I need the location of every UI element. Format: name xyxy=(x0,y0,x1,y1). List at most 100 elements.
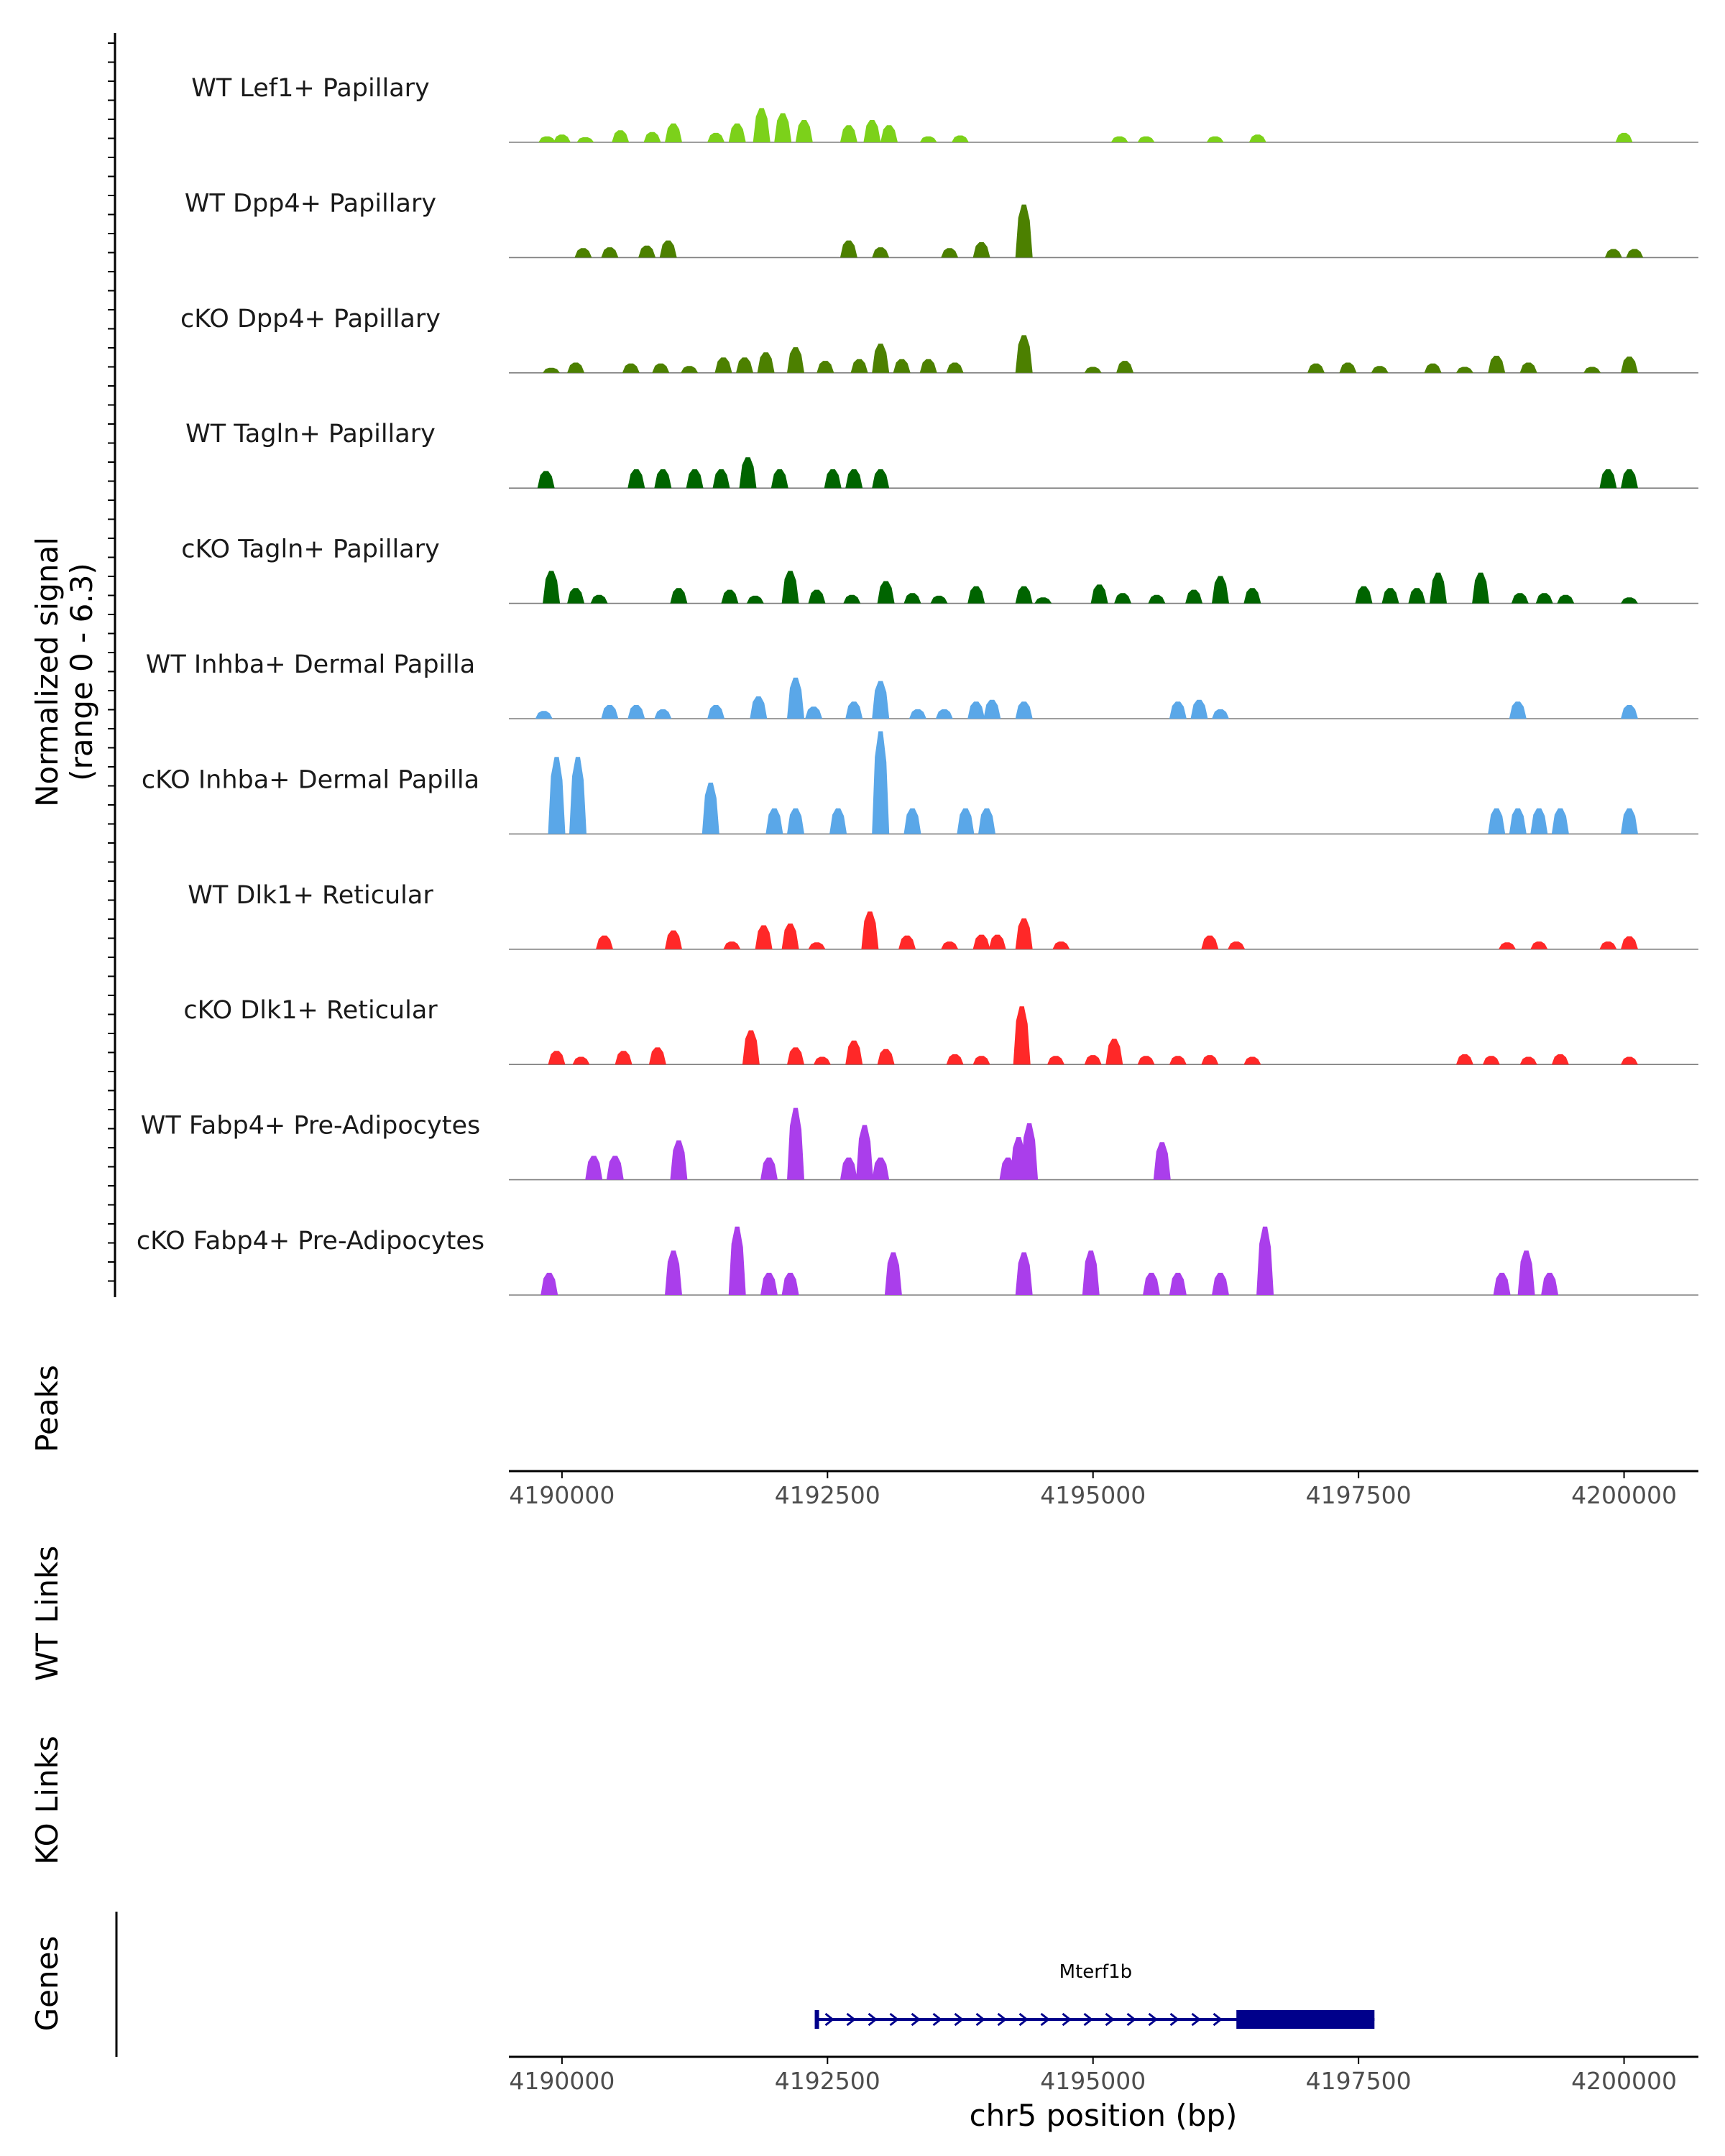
coverage-peak xyxy=(1021,1123,1039,1180)
coverage-peak xyxy=(1169,701,1187,719)
coverage-peak xyxy=(553,134,571,142)
coverage-peak xyxy=(1228,941,1246,949)
coverage-peak xyxy=(1621,705,1638,719)
coverage-peak xyxy=(893,359,911,373)
coverage-peak xyxy=(1424,363,1442,373)
coverage-peak xyxy=(845,701,863,719)
coverage-peak xyxy=(670,588,688,604)
coverage-track: WT Dlk1+ Reticular xyxy=(188,881,1698,950)
coverage-peak xyxy=(1509,808,1527,834)
coverage-peak xyxy=(1626,249,1644,258)
coverage-track: cKO Fabp4+ Pre-Adipocytes xyxy=(137,1226,1698,1296)
coverage-peak xyxy=(1090,584,1108,604)
coverage-peak xyxy=(601,705,619,719)
strand-arrow xyxy=(911,2012,921,2027)
coverage-peak xyxy=(808,589,826,604)
coverage-peak xyxy=(983,699,1001,719)
coverage-peak xyxy=(1583,367,1601,373)
coverage-peak xyxy=(816,361,834,373)
coverage-peak xyxy=(972,242,990,258)
coverage-track: WT Inhba+ Dermal Papilla xyxy=(146,650,1698,719)
coverage-peak xyxy=(572,1056,590,1065)
coverage-track: WT Fabp4+ Pre-Adipocytes xyxy=(141,1107,1698,1181)
coverage-peak xyxy=(652,363,670,373)
coverage-peak xyxy=(978,808,995,834)
coverage-peak xyxy=(1472,572,1490,604)
coverage-peak xyxy=(535,711,553,719)
coverage-peak xyxy=(1493,1273,1511,1295)
coverage-peak xyxy=(681,366,699,373)
x-tick-label: 4192500 xyxy=(775,1481,880,1509)
coverage-peak xyxy=(1509,701,1527,719)
coverage-peak xyxy=(702,783,719,834)
coverage-peak xyxy=(1430,572,1447,604)
coverage-peak xyxy=(1212,709,1229,719)
coverage-peak xyxy=(1105,1038,1123,1065)
strand-arrow xyxy=(1169,2012,1179,2027)
coverage-peak xyxy=(1355,586,1373,604)
coverage-peak xyxy=(1185,589,1203,604)
coverage-peak xyxy=(1015,701,1033,719)
coverage-peak xyxy=(884,1252,902,1295)
coverage-peak xyxy=(1116,361,1134,373)
x-tick-label: 4197500 xyxy=(1306,1481,1412,1509)
track-label: WT Lef1+ Papillary xyxy=(191,74,430,103)
x-axis-top: 4190000 4192500 4195000 4197500 4200000 xyxy=(509,1470,1698,1509)
coverage-peak xyxy=(850,359,868,373)
coverage-peak xyxy=(1084,1055,1102,1065)
coverage-peak xyxy=(1488,808,1506,834)
coverage-peak xyxy=(654,469,672,489)
coverage-peak xyxy=(707,705,725,719)
coverage-peak xyxy=(919,136,937,142)
coverage-peak xyxy=(795,120,813,142)
coverage-track: cKO Tagln+ Papillary xyxy=(181,535,1698,604)
coverage-peak xyxy=(1206,136,1224,142)
coverage-peak xyxy=(1530,941,1548,949)
coverage-peak xyxy=(707,132,725,142)
wt-links-track-label: WT Links xyxy=(29,1546,65,1681)
coverage-peak xyxy=(880,125,898,142)
coverage-peak xyxy=(739,457,757,489)
coverage-peak xyxy=(1551,808,1569,834)
coverage-peak xyxy=(787,347,804,373)
coverage-peak xyxy=(952,135,969,142)
coverage-peak xyxy=(585,1156,603,1180)
coverage-peak xyxy=(1621,936,1638,949)
coverage-peak xyxy=(1408,588,1426,604)
coverage-peak xyxy=(863,120,881,142)
coverage-peak xyxy=(1517,1250,1535,1295)
coverage-peak xyxy=(840,1157,857,1180)
coverage-peak xyxy=(576,137,594,142)
coverage-peak xyxy=(1599,469,1617,489)
coverage-peak xyxy=(1621,1056,1638,1065)
coverage-peak xyxy=(1339,362,1357,373)
coverage-peak xyxy=(760,1157,778,1180)
coverage-peak xyxy=(538,136,556,142)
coverage-peak xyxy=(941,248,959,258)
coverage-peak xyxy=(787,1047,804,1065)
coverage-peak xyxy=(781,571,799,604)
coverage-peak xyxy=(601,247,619,258)
coverage-peak xyxy=(1307,363,1325,373)
coverage-peak xyxy=(861,911,879,949)
coverage-track: WT Lef1+ Papillary xyxy=(191,74,1698,143)
coverage-peak xyxy=(1256,1226,1274,1295)
coverage-track: cKO Dpp4+ Papillary xyxy=(180,305,1698,374)
coverage-peak xyxy=(1621,356,1638,373)
coverage-peak xyxy=(946,1054,964,1065)
strand-arrow xyxy=(1126,2012,1136,2027)
coverage-peak xyxy=(1015,1252,1033,1295)
coverage-peak xyxy=(612,130,630,142)
track-label: cKO Fabp4+ Pre-Adipocytes xyxy=(137,1227,484,1256)
coverage-peak xyxy=(654,709,672,719)
coverage-peak xyxy=(728,1226,746,1295)
coverage-peak xyxy=(1371,366,1389,373)
coverage-peak xyxy=(712,469,730,489)
coverage-peak xyxy=(1482,1056,1500,1065)
coverage-peak xyxy=(548,757,566,834)
coverage-peak xyxy=(567,362,585,373)
signal-y-axis xyxy=(108,33,116,1297)
coverage-peak xyxy=(1541,1273,1559,1295)
coverage-peak xyxy=(746,595,764,604)
